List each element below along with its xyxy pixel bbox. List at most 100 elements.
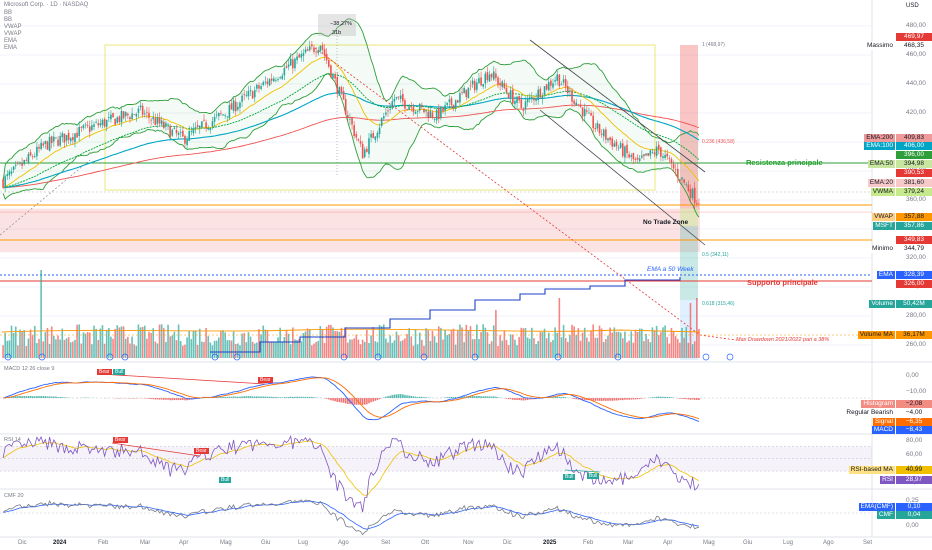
candle-body-256 [543,86,546,95]
cmf-value: 0,04 [896,511,932,519]
volume-bar-273 [579,340,582,358]
volume-bar-30 [65,338,68,358]
indicator-5: EMA [4,45,18,51]
macd-hist-247 [524,398,527,401]
macd-hist-173 [368,398,370,404]
candle-body-29 [63,133,66,143]
volume-bar-174 [370,335,372,358]
macd-line [2,376,700,422]
candle-body-261 [554,80,556,82]
candle-body-131 [279,77,281,79]
candle-body-168 [357,139,360,141]
macd-hist-30 [65,397,68,398]
macd-hist-181 [385,396,387,398]
volume-bar-297 [630,331,633,358]
candle-body-130 [277,79,279,80]
macd-hist-315 [668,397,671,398]
time-label-8: Ago [338,540,349,546]
macd-histogram-value: −2,08 [896,400,932,408]
macd-hist-222 [471,395,474,398]
candle-body-135 [287,64,290,67]
candle-body-63 [135,113,138,117]
volume-bar-168 [357,339,360,358]
candle-body-189 [402,93,404,102]
volume-bar-233 [495,310,497,358]
massimo-name: Massimo [864,42,895,50]
fib-red-column [680,45,698,209]
macd-hist-192 [408,395,410,398]
volume-bar-147 [313,343,315,358]
candle-body-273 [579,104,582,107]
candle-body-329 [698,202,700,204]
event-marker-9 [471,353,479,361]
volume-bar-311 [660,332,662,358]
macd-hist-325 [689,398,692,400]
candle-body-37 [80,127,83,129]
candle-body-231 [490,73,493,78]
volume-bar-109 [232,331,235,358]
macd-hist-297 [630,398,633,400]
macd-hist-214 [454,396,457,398]
volume-bar-309 [655,325,658,358]
volume-bar-33 [72,341,74,358]
candle-body-262 [556,74,559,81]
volume-bar-315 [668,343,671,358]
candle-body-255 [541,95,544,99]
volume-bar-28 [61,328,64,358]
volume-value: 50,42M [896,300,932,308]
candle-body-151 [321,45,324,50]
candle-body-155 [330,65,332,78]
ema-20-line [2,56,700,189]
macd-hist-286 [607,398,609,401]
volume-bar-120 [256,342,258,358]
volume-bar-25 [55,339,57,358]
macd-hist-15 [33,396,36,398]
channel-upper [529,39,706,173]
volume-name: Volume [869,300,895,308]
volume-bar-38 [82,332,85,358]
macd-hist-73 [156,398,159,400]
macd-hist-322 [683,398,685,400]
macd-hist-187 [397,394,400,398]
macd-hist-16 [36,396,38,398]
volume-bar-267 [566,341,569,358]
macd-hist-261 [554,396,556,398]
candle-body-195 [414,111,417,114]
event-marker-4 [211,353,219,361]
volume-bar-47 [101,325,104,358]
candle-body-269 [571,90,573,102]
macd-hist-226 [480,396,482,398]
candle-body-176 [374,136,377,140]
macd-hist-306 [649,397,652,398]
ema-name: EMA [876,271,895,279]
macd-hist-183 [389,395,391,398]
macd-hist-196 [416,396,419,398]
candle-body-325 [689,189,692,198]
volume-bar-285 [605,339,607,358]
candle-body-1 [4,176,6,188]
volume-bar-13 [29,329,32,358]
cmf-tick-1: 0,00 [906,522,919,529]
event-marker-6 [340,353,348,361]
volume-bar-307 [651,327,654,358]
candle-body-118 [251,91,254,99]
macd-hist-160 [340,398,343,403]
macd-hist-294 [624,398,626,400]
candle-body-34 [74,133,76,143]
volume-bar-303 [643,341,645,358]
macd-hist-232 [492,396,495,398]
macd-divergence-line [99,373,266,385]
macd-hist-263 [558,396,561,398]
measure-percent-label: −38,27% [330,21,352,27]
volume-bar-152 [323,342,326,358]
volume-bar-145 [308,329,311,358]
macd-hist-224 [476,396,478,398]
volume-bar-320 [679,342,681,358]
candle-body-198 [421,104,423,108]
volume-bar-164 [349,339,351,358]
macd-hist-170 [361,398,364,405]
fib-0236-label: 0.236 (436,58) [702,139,735,145]
volume-bar-211 [448,334,451,358]
time-label-14: Feb [583,540,594,546]
macd-hist-121 [258,396,260,398]
